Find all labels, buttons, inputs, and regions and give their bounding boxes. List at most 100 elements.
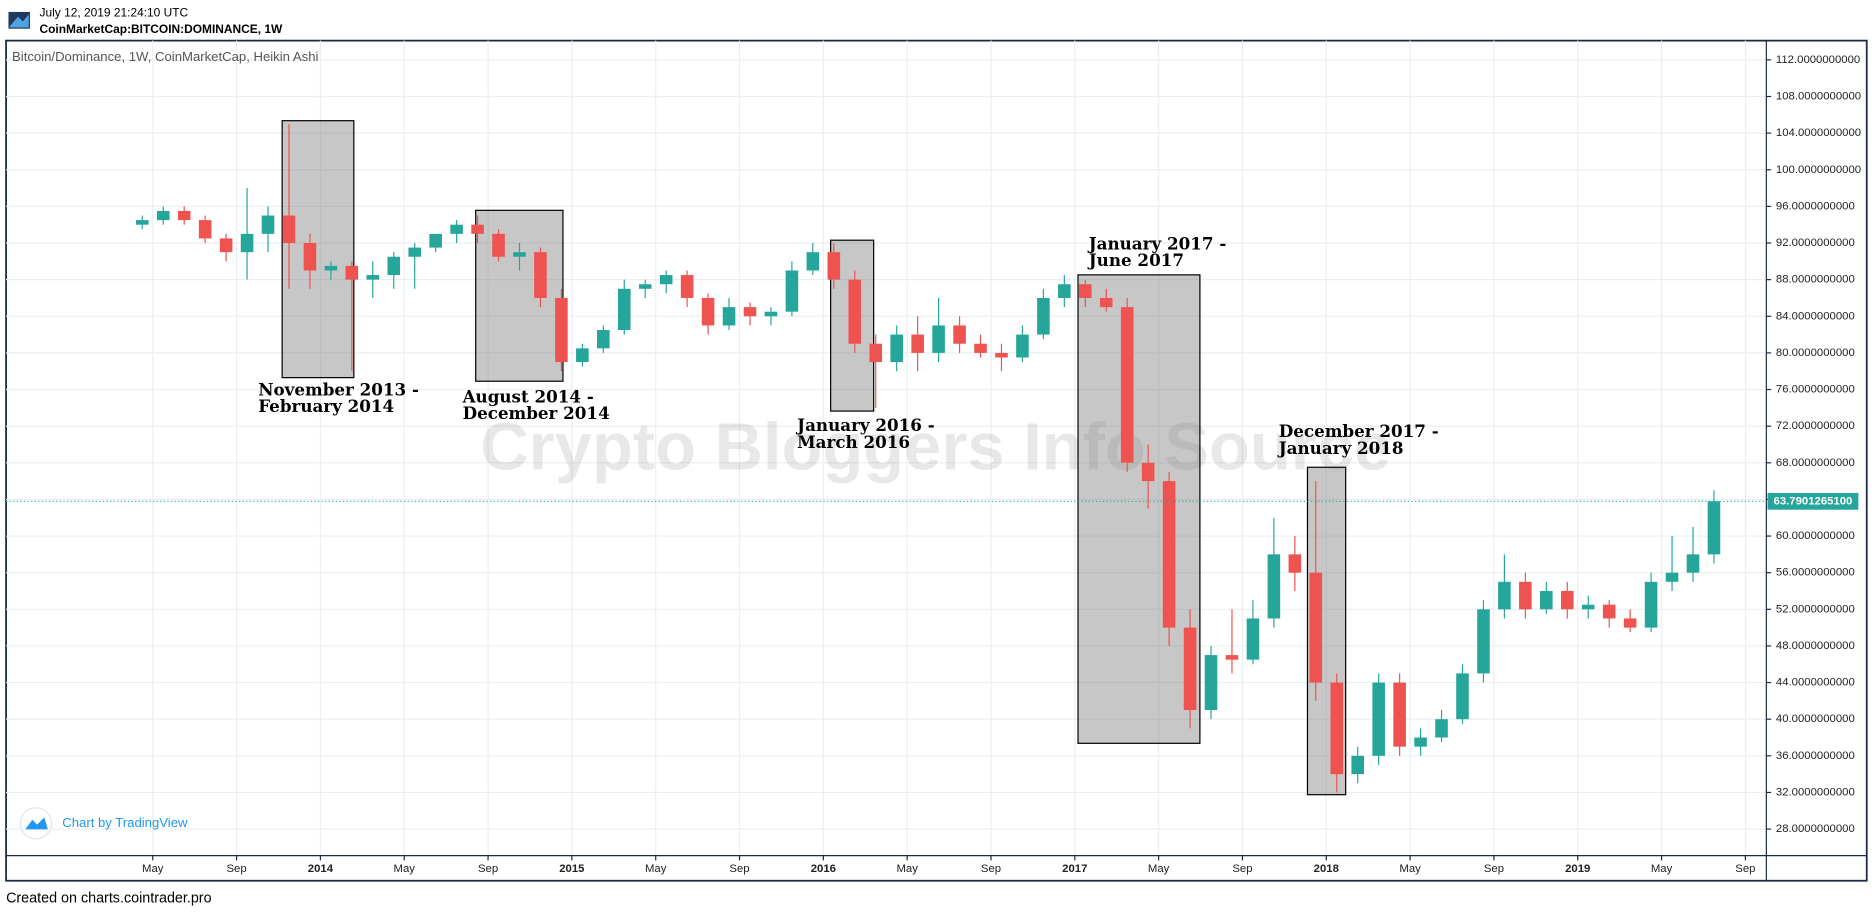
candle-body xyxy=(1309,572,1323,683)
candle-body xyxy=(1540,590,1553,610)
candle-body xyxy=(1477,609,1490,674)
highlight-box xyxy=(1077,274,1201,744)
annotation-label: February 2014 xyxy=(258,396,394,416)
x-tick-label: 2018 xyxy=(1314,863,1339,875)
y-tick-label: 92.0000000000 xyxy=(1776,237,1855,249)
candle-body xyxy=(597,330,610,349)
last-price-tag xyxy=(1767,492,1859,510)
y-tick-label: 112.0000000000 xyxy=(1776,54,1860,66)
candle-body xyxy=(659,275,673,285)
candle-body xyxy=(1665,572,1679,582)
candle-body xyxy=(1414,737,1427,747)
x-tick-label: Sep xyxy=(478,863,498,875)
candle-body xyxy=(1456,673,1469,720)
candle-body xyxy=(848,279,862,344)
footer: Created on charts.cointrader.pro xyxy=(6,890,212,906)
candle-body xyxy=(555,297,568,363)
candle-body xyxy=(890,334,903,363)
tradingview-badge[interactable]: Chart by TradingView xyxy=(19,807,188,840)
annotation-label: January 2018 xyxy=(1277,438,1404,458)
y-tick-label: 104.0000000000 xyxy=(1776,127,1861,139)
candle-body xyxy=(366,275,380,280)
x-tick-label: Sep xyxy=(1484,863,1504,875)
candle-body xyxy=(1560,590,1574,610)
candle-body xyxy=(1183,627,1197,711)
candle-body xyxy=(1099,297,1113,308)
y-tick-label: 76.0000000000 xyxy=(1776,384,1855,396)
candle-body xyxy=(492,233,505,257)
candle-body xyxy=(1372,682,1385,756)
x-tick-label: 2015 xyxy=(559,863,584,875)
candle-body xyxy=(974,343,987,353)
y-tick-label: 60.0000000000 xyxy=(1776,530,1855,542)
candle-body xyxy=(156,210,170,221)
y-tick-label: 56.0000000000 xyxy=(1776,567,1855,579)
candle-body xyxy=(911,334,924,353)
candle-body xyxy=(722,307,736,326)
candle-body xyxy=(135,220,149,225)
annotation-label: December 2014 xyxy=(463,403,610,423)
y-tick-label: 32.0000000000 xyxy=(1776,786,1855,798)
annotation-label: June 2017 xyxy=(1087,250,1184,270)
y-tick-label: 28.0000000000 xyxy=(1776,823,1855,835)
candle-body xyxy=(743,307,757,317)
x-tick-label: Sep xyxy=(981,863,1001,875)
y-tick-label: 52.0000000000 xyxy=(1776,603,1855,615)
candle-body xyxy=(324,265,338,271)
candle-body xyxy=(1519,581,1532,610)
candle-body xyxy=(1623,618,1637,628)
candle-body xyxy=(806,252,820,271)
candle-body xyxy=(995,352,1008,358)
candle-body xyxy=(240,233,254,253)
x-tick-label: May xyxy=(645,863,667,875)
candle-body xyxy=(1393,682,1406,747)
chart-frame xyxy=(5,39,1868,882)
x-tick-label: Sep xyxy=(1232,863,1252,875)
x-tick-label: 2019 xyxy=(1565,863,1590,875)
timestamp: July 12, 2019 21:24:10 UTC xyxy=(40,5,189,19)
candle-body xyxy=(617,288,631,331)
candle-body xyxy=(1079,284,1092,298)
x-tick-label: 2017 xyxy=(1062,863,1087,875)
candle-body xyxy=(638,284,652,289)
y-tick-label: 88.0000000000 xyxy=(1776,274,1855,286)
highlight-box xyxy=(475,209,564,382)
candle-body xyxy=(1225,655,1239,660)
y-tick-label: 108.0000000000 xyxy=(1776,90,1861,102)
candle-body xyxy=(429,233,442,248)
x-tick-label: Sep xyxy=(1735,863,1755,875)
annotation-label: March 2016 xyxy=(797,432,910,452)
candle-body xyxy=(827,252,841,280)
candle-body xyxy=(1644,581,1658,628)
x-tick-label: May xyxy=(1399,863,1421,875)
candle-body xyxy=(1246,618,1260,660)
x-tick-label: May xyxy=(142,863,164,875)
candle-body xyxy=(1141,462,1155,482)
annotation-label: January 2017 - xyxy=(1087,233,1227,253)
x-tick-label: 2016 xyxy=(811,863,836,875)
candle-body xyxy=(1288,554,1302,573)
candle-body xyxy=(1120,307,1134,463)
x-tick-label: 2014 xyxy=(308,863,334,875)
candle-body xyxy=(471,224,484,234)
candle-body xyxy=(219,238,233,253)
y-tick-label: 80.0000000000 xyxy=(1776,347,1855,359)
candle-body xyxy=(261,215,275,234)
candle-body xyxy=(1016,334,1029,358)
watermark: Crypto Bloggers Info Source xyxy=(480,409,1391,484)
y-tick-label: 40.0000000000 xyxy=(1776,713,1855,725)
candle-body xyxy=(1498,581,1511,610)
candle-body xyxy=(1058,284,1071,298)
candle-body xyxy=(1707,501,1721,555)
y-tick-label: 100.0000000000 xyxy=(1776,164,1861,176)
branding[interactable]: Chart by TradingView xyxy=(62,815,188,830)
candle-body xyxy=(198,220,212,239)
candle-body xyxy=(869,343,883,363)
candles xyxy=(135,123,1721,793)
x-tick-label: Sep xyxy=(226,863,246,875)
annotation-label: August 2014 - xyxy=(462,386,594,406)
candle-body xyxy=(680,275,694,298)
y-tick-label: 44.0000000000 xyxy=(1776,677,1855,689)
candle-body xyxy=(534,252,547,298)
candle-body xyxy=(1267,554,1281,619)
